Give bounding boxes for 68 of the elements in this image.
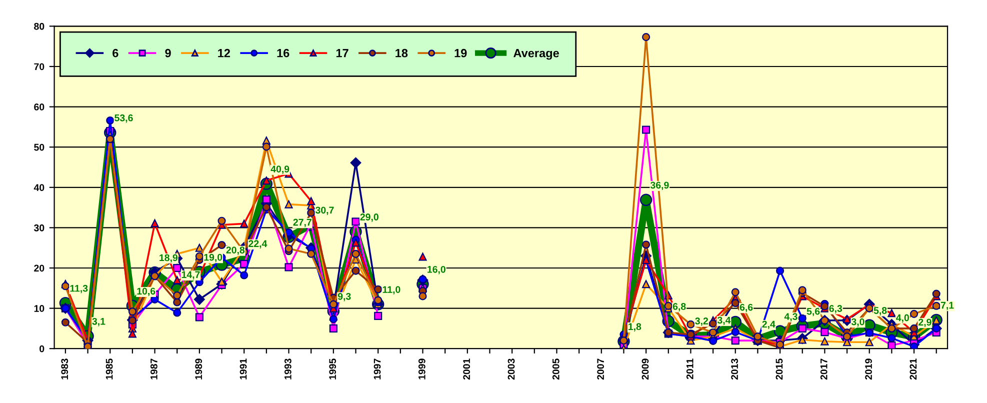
x-tick-label: 2011 (686, 358, 694, 380)
data-label: 10,6 (137, 288, 156, 296)
data-label: 27,7 (293, 218, 312, 228)
data-label: 7,1 (940, 302, 954, 310)
data-label: 3,2 (695, 318, 708, 326)
y-tick-label: 0 (40, 345, 44, 352)
data-label: 4,0 (896, 314, 909, 323)
data-label: 5,8 (874, 307, 887, 316)
x-tick-label: 2019 (865, 358, 872, 380)
x-tick-label: 1999 (418, 358, 426, 380)
x-tick-label: 1991 (240, 358, 247, 380)
y-tick-label: 80 (34, 22, 44, 30)
data-label: 30,7 (315, 206, 334, 216)
x-tick-label: 2015 (776, 358, 783, 380)
x-tick-label: 2003 (508, 358, 515, 380)
legend-label: 18 (396, 48, 408, 58)
data-label: 20,8 (226, 246, 245, 255)
x-tick-label: 1985 (106, 358, 113, 380)
data-label: 2,4 (762, 320, 776, 330)
y-tick-label: 60 (34, 104, 44, 110)
x-tick-label: 1983 (61, 358, 68, 380)
data-label: 4,3 (784, 313, 798, 322)
y-tick-label: 30 (34, 224, 44, 232)
x-tick-label: 2009 (642, 358, 649, 380)
data-label: 3,1 (92, 318, 106, 326)
x-tick-label: 2017 (820, 358, 828, 380)
x-tick-label: 2013 (731, 358, 738, 380)
data-label: 3,0 (851, 318, 864, 327)
legend-label: 19 (454, 48, 467, 58)
x-tick-label: 2001 (463, 358, 470, 380)
data-label: 9,3 (338, 292, 351, 302)
data-label: 6,6 (740, 304, 753, 312)
x-tick-label: 1987 (150, 358, 158, 380)
data-label: 19,0 (204, 254, 222, 262)
data-label: 53,6 (114, 114, 133, 123)
y-tick-label: 70 (34, 63, 44, 70)
data-label: 22,4 (248, 240, 268, 248)
legend-label: 9 (165, 48, 171, 58)
data-label: 1,8 (628, 323, 642, 332)
y-tick-label: 10 (34, 305, 44, 312)
data-label: 36,9 (650, 182, 669, 190)
legend-label: 6 (112, 48, 118, 58)
legend-label: 12 (218, 48, 230, 58)
x-tick-label: 1993 (284, 358, 292, 380)
data-label: 11,3 (70, 284, 88, 294)
x-tick-label: 1989 (195, 358, 202, 380)
x-tick-label: 1997 (374, 358, 381, 380)
data-label: 16,0 (428, 266, 446, 274)
y-tick-label: 40 (34, 184, 44, 192)
y-tick-label: 50 (34, 144, 44, 151)
data-label: 2,9 (918, 318, 932, 328)
data-label: 40,9 (270, 166, 290, 174)
x-tick-label: 2021 (910, 358, 917, 380)
data-label: 3,4 (717, 316, 731, 326)
data-label: 6,3 (829, 305, 842, 314)
data-label: 29,0 (360, 214, 378, 222)
data-label: 18,9 (160, 254, 178, 263)
data-label: 5,6 (806, 308, 820, 316)
x-tick-label: 1995 (329, 358, 336, 380)
y-tick-label: 20 (34, 264, 44, 272)
data-label: 6,8 (672, 303, 686, 312)
x-tick-label: 2005 (552, 358, 560, 380)
x-tick-label: 2007 (597, 358, 604, 380)
data-label: 14,7 (182, 271, 200, 280)
legend-label: 16 (277, 48, 290, 58)
data-label: 11,0 (382, 286, 400, 294)
legend-label: Average (513, 49, 559, 60)
legend-label: 17 (336, 49, 348, 58)
